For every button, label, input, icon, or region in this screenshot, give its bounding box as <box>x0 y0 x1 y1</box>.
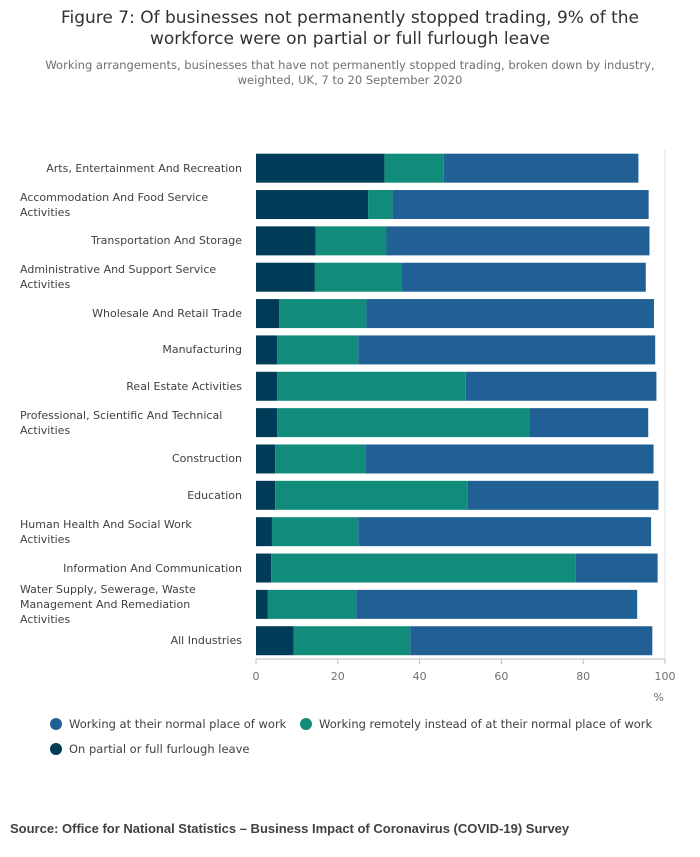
x-axis-unit: % <box>654 691 664 704</box>
bar-remote-education <box>275 480 468 510</box>
x-tick-label-100: 100 <box>655 670 676 683</box>
legend-item-furlough: On partial or full furlough leave <box>50 742 250 756</box>
category-label-human-health-and-social-work-activities: Human Health And Social Work Activities <box>20 517 192 546</box>
bar-normal-arts-entertainment-and-recreation <box>443 153 639 183</box>
category-label-water-supply-sewerage-waste-management-and-remediation-activities: Water Supply, Sewerage, Waste Management… <box>20 582 196 626</box>
bar-furlough-accommodation-and-food-service-activities <box>256 190 369 220</box>
bar-normal-professional-scientific-and-technical-activities <box>529 408 649 438</box>
legend-swatch-furlough <box>50 743 62 755</box>
bar-normal-wholesale-and-retail-trade <box>366 299 654 329</box>
bar-furlough-wholesale-and-retail-trade <box>256 299 280 329</box>
category-label-professional-scientific-and-technical-activities: Professional, Scientific And Technical A… <box>20 408 223 437</box>
bar-furlough-professional-scientific-and-technical-activities <box>256 408 278 438</box>
legend-label-normal: Working at their normal place of work <box>69 717 287 731</box>
legend-label-remote: Working remotely instead of at their nor… <box>319 717 653 731</box>
stacked-bar-chart: 0 20 40 60 80 100% <box>253 150 676 704</box>
bar-furlough-manufacturing <box>256 335 278 365</box>
category-label-real-estate-activities: Real Estate Activities <box>126 379 242 393</box>
category-label-wholesale-and-retail-trade: Wholesale And Retail Trade <box>92 307 242 321</box>
bar-normal-education <box>467 480 659 510</box>
bar-remote-accommodation-and-food-service-activities <box>368 190 393 220</box>
bar-normal-human-health-and-social-work-activities <box>358 517 652 547</box>
bar-normal-manufacturing <box>358 335 656 365</box>
bar-remote-construction <box>275 444 366 474</box>
x-tick-label-60: 60 <box>494 670 508 683</box>
bar-normal-transportation-and-storage <box>386 226 650 256</box>
bar-furlough-real-estate-activities <box>256 371 278 401</box>
bar-normal-all-industries <box>410 626 653 656</box>
bar-normal-real-estate-activities <box>465 371 657 401</box>
category-label-accommodation-and-food-service-activities: Accommodation And Food Service Activitie… <box>20 190 209 219</box>
bar-remote-water-supply-sewerage-waste-management-and-remediation-activities <box>267 589 357 619</box>
bar-remote-manufacturing <box>277 335 359 365</box>
bar-remote-real-estate-activities <box>277 371 466 401</box>
chart-title: Figure 7: Of businesses not permanently … <box>60 8 640 49</box>
bar-remote-administrative-and-support-service-activities <box>314 262 402 292</box>
source-note: Source: Office for National Statistics –… <box>10 821 570 836</box>
category-label-manufacturing: Manufacturing <box>162 343 242 357</box>
bar-remote-transportation-and-storage <box>315 226 387 256</box>
bar-furlough-water-supply-sewerage-waste-management-and-remediation-activities <box>256 589 268 619</box>
bar-furlough-all-industries <box>256 626 294 656</box>
x-tick-label-20: 20 <box>331 670 345 683</box>
bar-remote-human-health-and-social-work-activities <box>271 517 359 547</box>
x-tick-label-80: 80 <box>576 670 590 683</box>
legend-label-furlough: On partial or full furlough leave <box>69 742 250 756</box>
bar-furlough-education <box>256 480 276 510</box>
bar-remote-wholesale-and-retail-trade <box>279 299 367 329</box>
chart-subtitle: Working arrangements, businesses that ha… <box>45 58 655 87</box>
category-label-administrative-and-support-service-activities: Administrative And Support Service Activ… <box>20 263 217 292</box>
bar-remote-arts-entertainment-and-recreation <box>384 153 444 183</box>
bar-remote-all-industries <box>293 626 411 656</box>
legend-item-remote: Working remotely instead of at their nor… <box>300 717 652 731</box>
bar-furlough-human-health-and-social-work-activities <box>256 517 272 547</box>
bar-furlough-construction <box>256 444 276 474</box>
bar-furlough-transportation-and-storage <box>256 226 316 256</box>
category-label-construction: Construction <box>171 452 242 466</box>
category-label-transportation-and-storage: Transportation And Storage <box>91 234 242 248</box>
bar-normal-administrative-and-support-service-activities <box>401 262 646 292</box>
legend-item-normal: Working at their normal place of work <box>50 717 286 731</box>
bar-remote-information-and-communication <box>271 553 576 583</box>
bar-normal-accommodation-and-food-service-activities <box>392 190 649 220</box>
bar-furlough-arts-entertainment-and-recreation <box>256 153 385 183</box>
bar-furlough-administrative-and-support-service-activities <box>256 262 315 292</box>
x-tick-label-40: 40 <box>413 670 427 683</box>
bar-normal-information-and-communication <box>575 553 658 583</box>
category-label-education: Education <box>187 488 242 502</box>
category-label-all-industries: All Industries <box>170 634 242 648</box>
legend-swatch-remote <box>300 718 312 730</box>
bar-normal-water-supply-sewerage-waste-management-and-remediation-activities <box>356 589 638 619</box>
bar-furlough-information-and-communication <box>256 553 272 583</box>
category-label-information-and-communication: Information And Communication <box>63 561 242 575</box>
bar-remote-professional-scientific-and-technical-activities <box>277 408 530 438</box>
bar-normal-construction <box>365 444 654 474</box>
legend-swatch-normal <box>50 718 62 730</box>
x-tick-label-0: 0 <box>253 670 260 683</box>
category-label-arts-entertainment-and-recreation: Arts, Entertainment And Recreation <box>46 161 242 175</box>
